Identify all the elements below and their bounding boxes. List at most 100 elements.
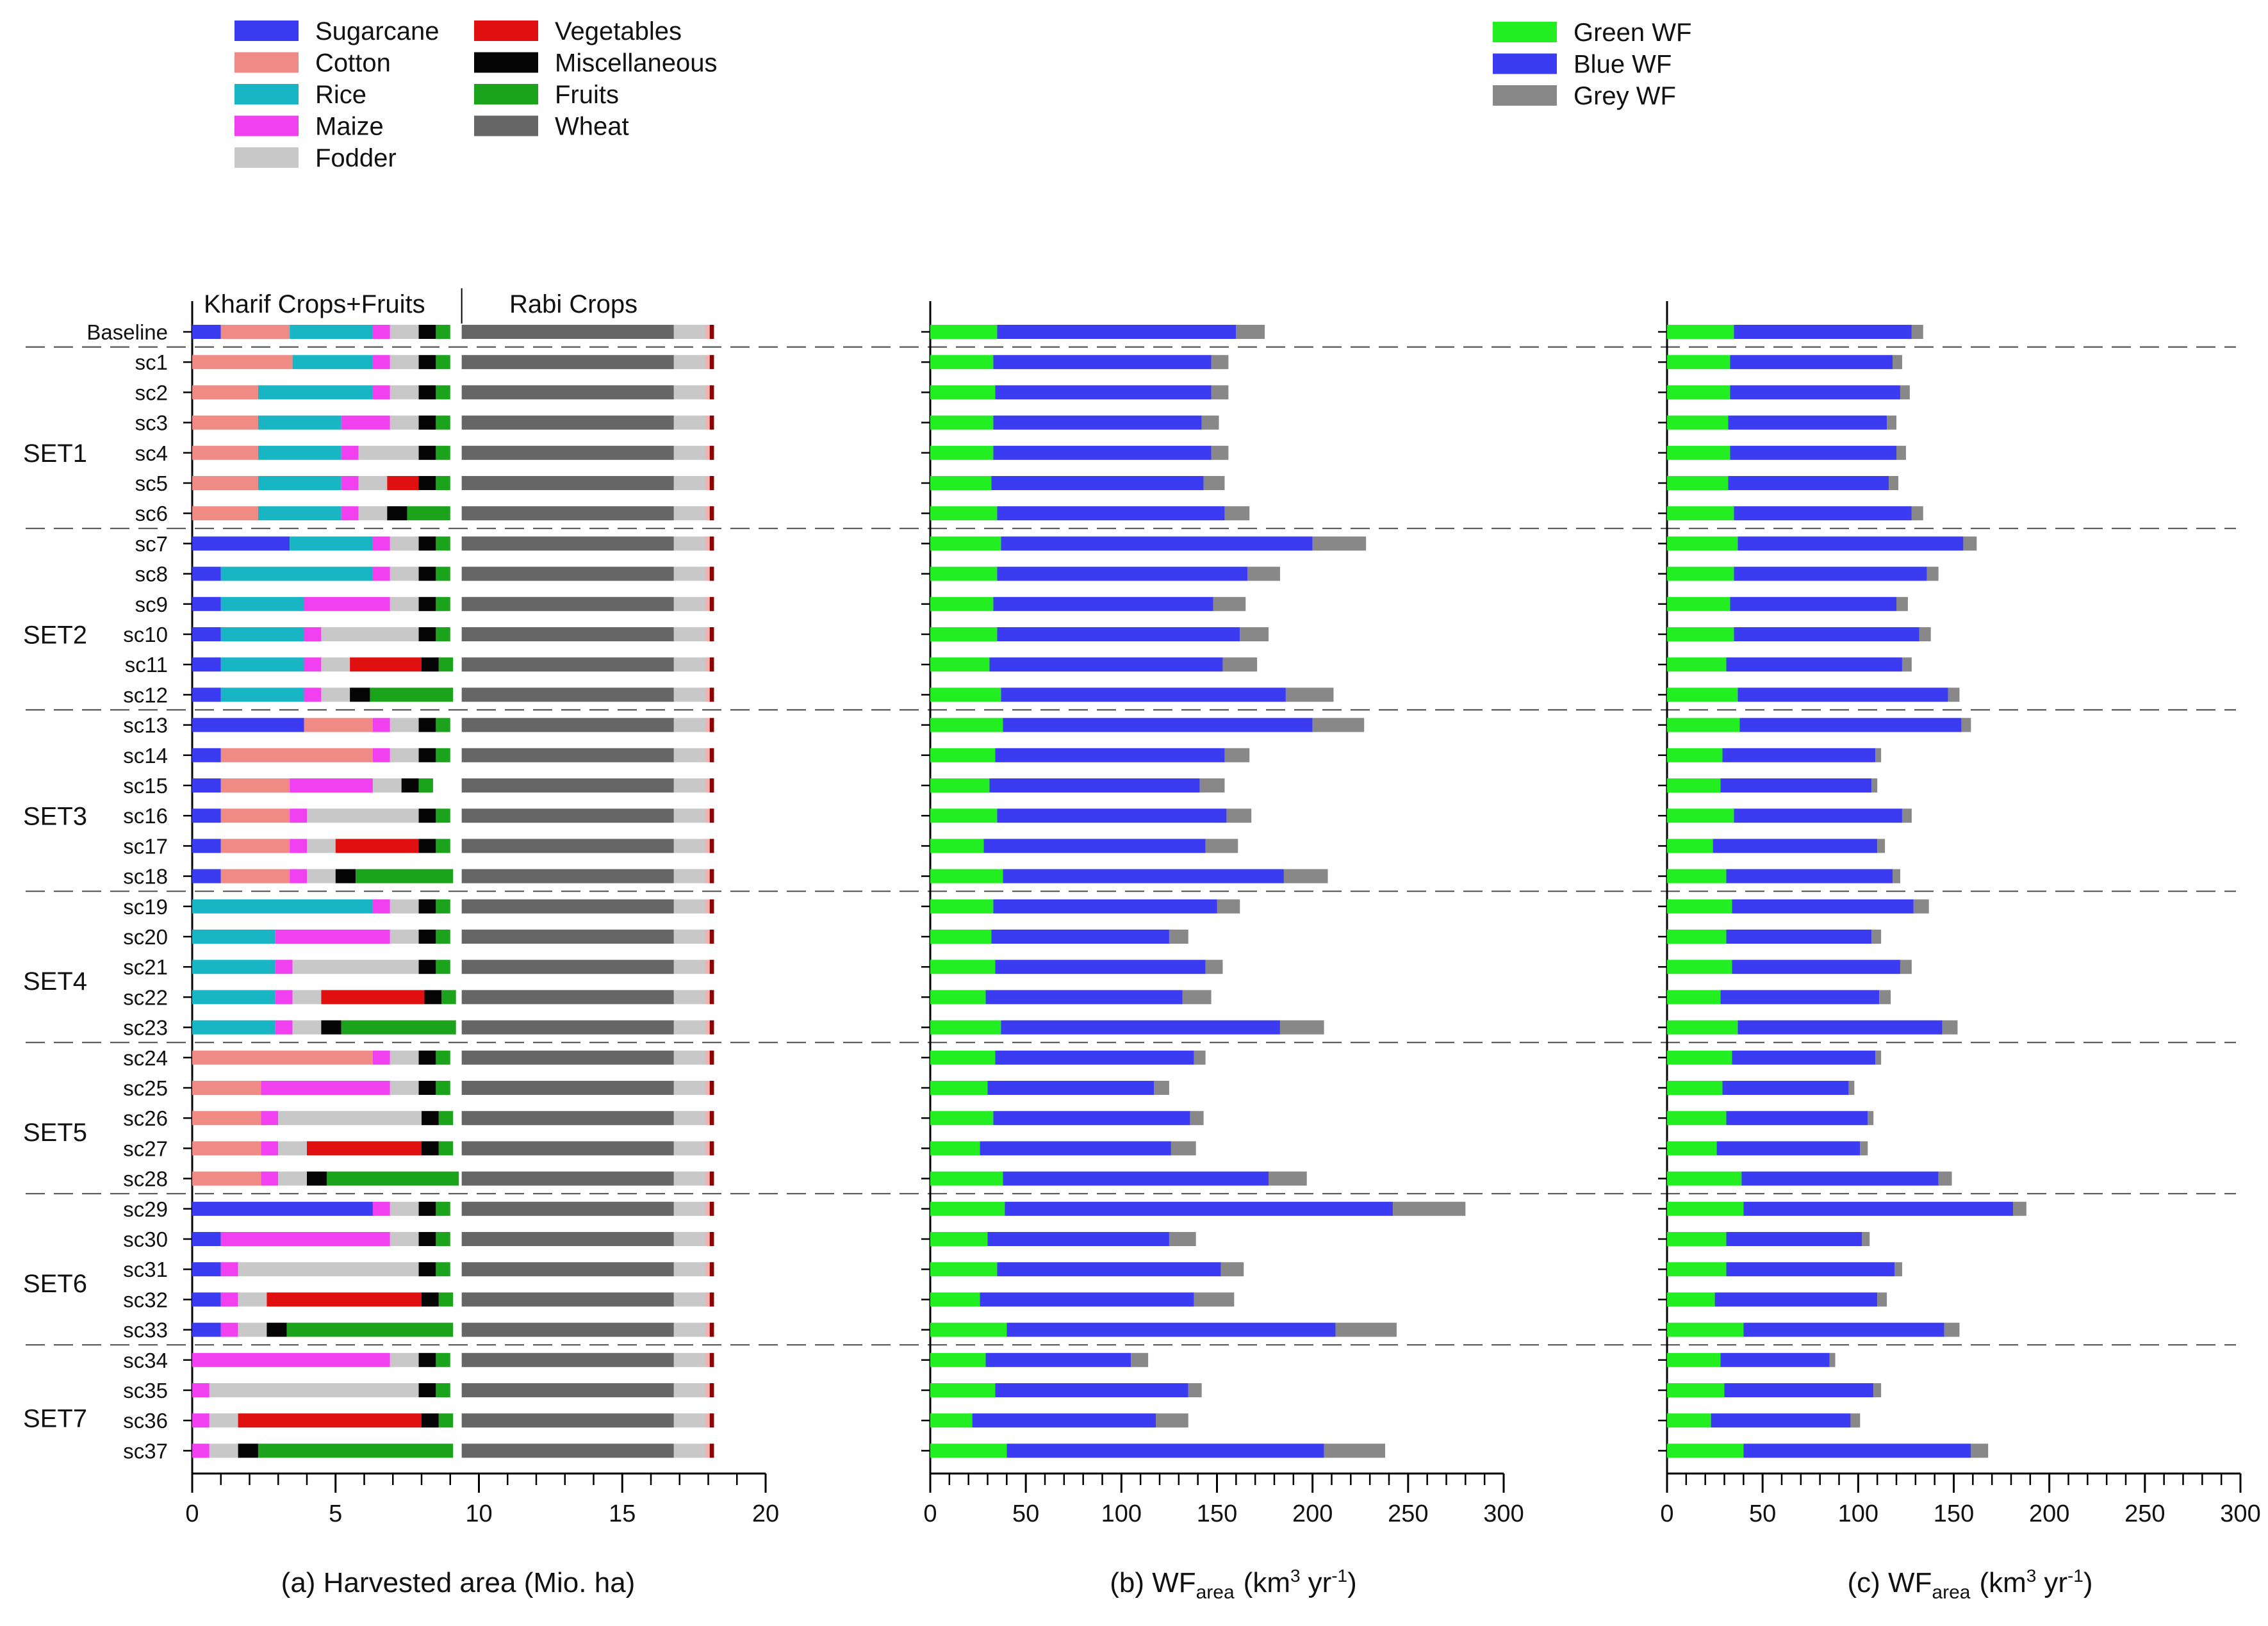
panel-b-bar-sc28-green-wf: [930, 1171, 1003, 1186]
panel-c-bar-sc25-blue-wf: [1722, 1081, 1849, 1095]
panel-c-bar-sc25-grey-wf: [1848, 1081, 1855, 1095]
category-label-sc21: sc21: [123, 955, 168, 979]
bar-sc30-rabi-wheat: [461, 1232, 674, 1246]
category-label-sc4: sc4: [135, 441, 168, 465]
panel-c-bar-sc11-blue-wf: [1726, 657, 1902, 672]
bar-sc9-rabi-other2: [709, 596, 714, 611]
panel-c-bar-sc17-green-wf: [1667, 839, 1713, 853]
panel-b-bar-sc29-green-wf: [930, 1201, 1005, 1216]
bar-sc7-sugarcane: [192, 536, 290, 551]
bar-sc29-fodder: [390, 1201, 419, 1216]
panel-a-tick-label: 0: [185, 1500, 199, 1527]
panel-c-bar-sc16-green-wf: [1667, 809, 1734, 823]
category-label-sc30: sc30: [123, 1228, 168, 1251]
panel-c-bar-sc27-grey-wf: [1860, 1141, 1868, 1156]
panel-b-xlabel-exp: 3: [1290, 1566, 1301, 1586]
bar-sc22-miscellaneous: [424, 990, 442, 1005]
bar-sc7-miscellaneous: [418, 536, 436, 551]
category-label-sc24: sc24: [123, 1046, 168, 1070]
bar-sc9-rabi-wheat: [461, 596, 674, 611]
bar-sc31-miscellaneous: [418, 1262, 436, 1277]
bar-sc9-rabi-fodder: [673, 596, 706, 611]
bar-sc24-rabi-fodder: [673, 1050, 706, 1065]
panel-c-bar-sc4-grey-wf: [1896, 445, 1906, 460]
bar-sc24-fodder: [390, 1050, 419, 1065]
bar-sc15-rabi-wheat: [461, 778, 674, 792]
panel-b-bar-sc33-blue-wf: [1007, 1322, 1336, 1337]
category-label-sc23: sc23: [123, 1016, 168, 1040]
bar-sc25-rabi-wheat: [461, 1081, 674, 1095]
bar-sc28-rabi-other2: [709, 1171, 714, 1186]
panel-c-wf-area: 0 50 100 150 200 250 300: [1658, 301, 2261, 1527]
bar-sc27-maize: [261, 1141, 279, 1156]
panel-c-bar-sc27-blue-wf: [1716, 1141, 1861, 1156]
bar-sc13-cotton: [304, 718, 373, 732]
bar-sc21-fruits: [436, 960, 450, 974]
bar-sc37-rabi-wheat: [461, 1443, 674, 1458]
bar-sc37-miscellaneous: [238, 1443, 258, 1458]
category-label-sc22: sc22: [123, 985, 168, 1009]
bar-sc22-rabi-fodder: [673, 990, 706, 1005]
panel-c-bar-sc28-grey-wf: [1938, 1171, 1952, 1186]
panel-a-tick-label: 5: [329, 1500, 342, 1527]
panel-c-bar-sc34-green-wf: [1667, 1352, 1721, 1367]
bar-sc10-rabi-wheat: [461, 627, 674, 641]
bar-sc7-maize: [372, 536, 390, 551]
panel-a-xlabel: (a) Harvested area (Mio. ha): [281, 1567, 636, 1598]
bar-sc14-sugarcane: [192, 748, 221, 762]
panel-b-bar-sc2-blue-wf: [995, 385, 1212, 400]
bar-sc12-fruits: [370, 687, 454, 702]
panel-b-bar-sc3-green-wf: [930, 415, 994, 430]
legend-label-cotton: Cotton: [315, 49, 391, 78]
panel-c-xlabel-sub: area: [1932, 1582, 1970, 1603]
panel-b-bar-sc30-grey-wf: [1169, 1232, 1196, 1246]
bar-sc25-rabi-other1: [705, 1081, 710, 1095]
bar-sc31-maize: [220, 1262, 238, 1277]
bar-sc1-rabi-fodder: [673, 355, 706, 370]
bar-sc21-maize: [275, 960, 293, 974]
bar-sc28-maize: [261, 1171, 279, 1186]
panel-b-bar-sc21-blue-wf: [995, 960, 1206, 974]
bar-sc3-rabi-other2: [709, 415, 714, 430]
bar-sc23-rabi-other2: [709, 1020, 714, 1035]
panel-b-bar-sc28-grey-wf: [1269, 1171, 1307, 1186]
bar-sc17-vegetables: [335, 839, 419, 853]
panel-b-tick-label: 300: [1483, 1500, 1524, 1527]
bar-sc17-sugarcane: [192, 839, 221, 853]
bar-sc4-rabi-other1: [705, 445, 710, 460]
bar-sc14-fruits: [436, 748, 450, 762]
bar-sc37-rabi-other1: [705, 1443, 710, 1458]
panel-b-tick-label: 50: [1012, 1500, 1039, 1527]
panel-c-xlabel-exp: 3: [2026, 1566, 2037, 1586]
bar-sc9-fruits: [436, 596, 450, 611]
bar-sc17-fodder: [307, 839, 336, 853]
legend-label-grey-wf: Grey WF: [1574, 82, 1676, 110]
bar-sc24-rabi-other1: [705, 1050, 710, 1065]
bar-sc36-rabi-other1: [705, 1413, 710, 1428]
panel-c-bar-sc30-grey-wf: [1862, 1232, 1870, 1246]
panel-b-bar-sc19-green-wf: [930, 899, 994, 914]
bar-sc18-cotton: [220, 869, 290, 883]
panel-b-bar-sc8-blue-wf: [997, 566, 1248, 581]
category-label-sc34: sc34: [123, 1349, 168, 1372]
panel-b-bar-sc34-blue-wf: [985, 1352, 1131, 1367]
panel-c-bar-sc20-grey-wf: [1871, 930, 1882, 944]
bar-sc5-cotton: [192, 476, 258, 490]
panel-b-bar-sc22-blue-wf: [985, 990, 1183, 1005]
bar-sc10-rice: [220, 627, 304, 641]
category-label-sc6: sc6: [135, 502, 168, 525]
bar-sc10-rabi-other2: [709, 627, 714, 641]
bar-sc19-maize: [372, 899, 390, 914]
panel-b-bar-sc35-grey-wf: [1188, 1383, 1202, 1397]
bar-sc15-sugarcane: [192, 778, 221, 792]
bar-sc7-rice: [290, 536, 373, 551]
bar-sc15-rabi-other1: [705, 778, 710, 792]
panel-b-bar-sc9-green-wf: [930, 596, 994, 611]
bar-sc33-maize: [220, 1322, 238, 1337]
category-label-sc15: sc15: [123, 774, 168, 798]
panel-b-bar-sc7-blue-wf: [1001, 536, 1313, 551]
bar-sc11-maize: [304, 657, 322, 672]
set-label-set2: SET2: [23, 621, 87, 649]
bar-sc15-miscellaneous: [401, 778, 419, 792]
bar-sc33-rabi-other1: [705, 1322, 710, 1337]
